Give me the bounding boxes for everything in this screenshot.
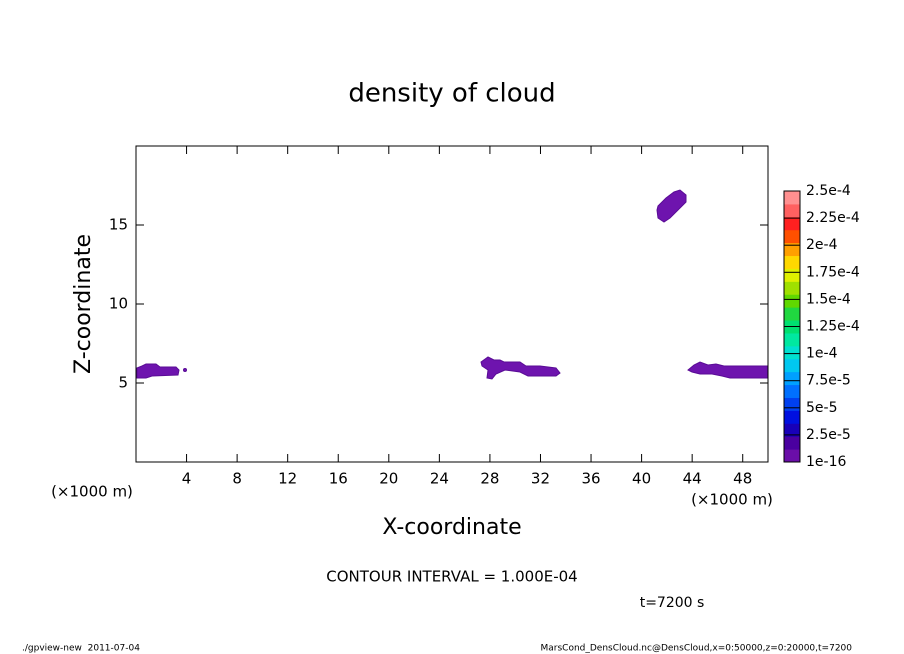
x-tick-label: 28 [480,470,499,488]
cloud-region [687,361,769,379]
colorbar-segment [784,345,800,360]
colorbar-label: 1.75e-4 [806,264,860,280]
colorbar-label: 1e-16 [806,454,846,470]
cloud-region [183,368,187,372]
x-tick-label: 4 [182,470,192,488]
colorbar-label: 2.5e-4 [806,183,851,199]
colorbar-segment [784,281,800,295]
colorbar-label: 1e-4 [806,346,838,362]
colorbar-segment [784,268,800,282]
x-tick-label: 20 [379,470,398,488]
x-tick-label: 44 [683,470,702,488]
cloud-region [480,356,561,380]
x-axis-label: X-coordinate [382,515,521,540]
colorbar-segment [784,294,800,308]
colorbar-segment [784,436,800,450]
colorbar-segment [784,332,800,347]
colorbar-segment [784,397,800,411]
colorbar-label: 5e-5 [806,400,837,416]
colorbar-label: 1.25e-4 [806,319,860,335]
colorbar-segment [784,255,800,269]
colorbar-segment [784,358,800,373]
colorbar-segment [784,423,800,437]
x-tick-label: 16 [329,470,348,488]
colorbar-segment [784,191,800,205]
colorbar-segment [784,229,800,244]
cloud-region [136,363,180,379]
x-tick-label: 48 [733,470,752,488]
colorbar-label: 2e-4 [806,237,838,253]
cloud-region [656,189,687,223]
colorbar-segment [784,384,800,398]
x-tick-label: 40 [632,470,651,488]
x-tick-label: 24 [430,470,449,488]
colorbar-segment [784,449,800,463]
colorbar-segment [784,203,800,218]
colorbar-label: 2.25e-4 [806,210,860,226]
colorbar-segment [784,307,800,321]
y-axis-label: Z-coordinate [71,234,96,374]
time-label: t=7200 s [640,595,705,611]
footer-left: ./gpview-new 2011-07-04 [22,644,140,654]
y-tick-label: 5 [118,374,128,392]
cloud-regions [136,189,769,380]
chart-title: density of cloud [348,79,555,109]
y-tick-label: 10 [109,295,128,313]
footer-right: MarsCond_DensCloud.nc@DensCloud,x=0:5000… [541,644,853,654]
x-unit: (×1000 m) [691,491,773,509]
contour-interval: CONTOUR INTERVAL = 1.000E-04 [326,568,577,586]
colorbar-segment [784,216,800,231]
x-tick-label: 12 [278,470,297,488]
colorbar-label: 2.5e-5 [806,427,851,443]
x-tick-label: 32 [531,470,550,488]
colorbar-segment [784,242,800,257]
y-unit: (×1000 m) [51,483,133,501]
colorbar-segment [784,371,800,386]
y-tick-label: 15 [109,216,128,234]
colorbar-label: 7.5e-5 [806,373,851,389]
colorbar-segment [784,410,800,424]
colorbar-label: 1.5e-4 [806,291,851,307]
x-tick-label: 8 [232,470,242,488]
x-tick-label: 36 [581,470,600,488]
